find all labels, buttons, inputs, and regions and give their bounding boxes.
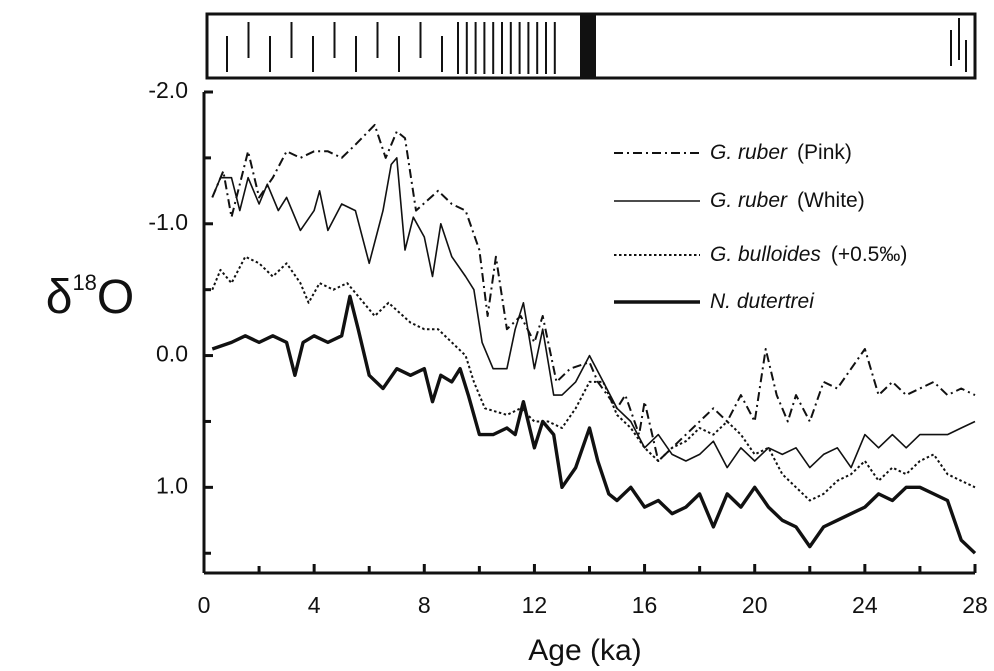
y-tick-label: 0.0 <box>156 341 188 367</box>
y-title-sup: 18 <box>72 270 96 295</box>
x-tick-label: 24 <box>852 592 878 618</box>
y-tick-label: -2.0 <box>148 77 188 103</box>
x-tick-label: 28 <box>962 592 988 618</box>
legend-note: (Pink) <box>797 141 852 164</box>
y-tick-label: -1.0 <box>148 209 188 235</box>
series-line <box>211 123 976 462</box>
legend-label: G. bulloides (+0.5‰) <box>710 243 907 266</box>
legend-species: G. bulloides <box>710 243 821 266</box>
core-strip <box>205 12 977 80</box>
x-tick-label: 8 <box>418 592 431 618</box>
y-tick-label: 1.0 <box>156 472 188 498</box>
x-tick-label: 16 <box>632 592 658 618</box>
x-tick-label: 0 <box>198 592 211 618</box>
series-line <box>211 255 976 502</box>
x-tick-label: 20 <box>742 592 768 618</box>
series-line <box>211 157 976 469</box>
x-tick-label: 12 <box>522 592 548 618</box>
legend-species: G. ruber <box>710 141 788 164</box>
strip-frame <box>205 12 977 80</box>
y-title-tail: O <box>97 271 134 324</box>
series-line <box>211 294 977 555</box>
y-title-base: δ <box>46 271 73 324</box>
x-tick-label: 4 <box>308 592 321 618</box>
strip-block <box>580 15 596 77</box>
y-axis-title: δ18O <box>46 270 135 324</box>
legend-species: N. dutertrei <box>710 290 815 313</box>
x-axis-title: Age (ka) <box>528 634 641 667</box>
legend-species: G. ruber <box>710 189 788 212</box>
legend-note: (+0.5‰) <box>831 243 907 266</box>
legend-note: (White) <box>797 189 865 212</box>
legend-label: N. dutertrei <box>710 290 815 313</box>
legend-label: G. ruber (White) <box>710 189 865 212</box>
legend-label: G. ruber (Pink) <box>710 141 852 164</box>
